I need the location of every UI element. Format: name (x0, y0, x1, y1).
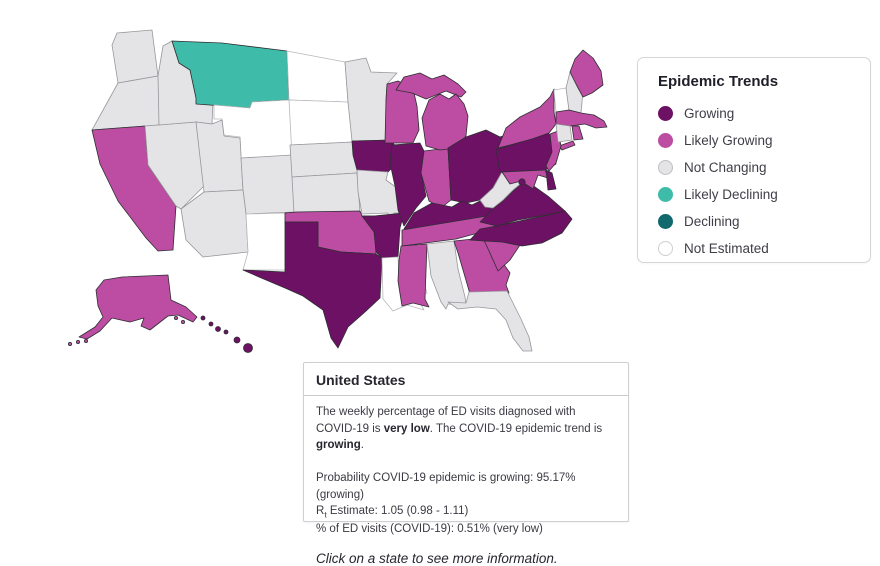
legend-item-likely-declining: Likely Declining (658, 181, 850, 208)
legend-item-growing: Growing (658, 100, 850, 127)
state-new-mexico[interactable] (242, 212, 286, 271)
state-connecticut[interactable] (555, 123, 573, 143)
legend-item-declining: Declining (658, 208, 850, 235)
legend-panel: Epidemic Trends Growing Likely Growing N… (637, 57, 871, 263)
state-new-york[interactable] (558, 140, 576, 151)
state-tennessee[interactable] (401, 213, 500, 247)
state-hawaii[interactable] (200, 315, 206, 321)
legend-label-not-changing: Not Changing (684, 160, 767, 175)
info-panel: United States The weekly percentage of E… (303, 362, 629, 566)
state-hawaii[interactable] (215, 326, 221, 332)
state-kansas[interactable] (291, 172, 361, 215)
state-illinois[interactable] (389, 142, 427, 227)
state-district-of-columbia[interactable] (518, 178, 526, 186)
legend-item-likely-growing: Likely Growing (658, 127, 850, 154)
summary-part: . The COVID-19 epidemic trend is (429, 422, 603, 435)
stat-probability: Probability COVID-19 epidemic is growing… (316, 472, 576, 501)
state-alaska[interactable] (173, 315, 178, 320)
state-florida[interactable] (447, 290, 533, 352)
legend-label-likely-growing: Likely Growing (684, 133, 773, 148)
summary-part: . (360, 439, 364, 452)
stats-text: Probability COVID-19 epidemic is growing… (316, 470, 616, 538)
legend-label-likely-declining: Likely Declining (684, 187, 778, 202)
legend-title: Epidemic Trends (658, 73, 779, 90)
state-alaska[interactable] (78, 274, 198, 340)
info-footer-hint: Click on a state to see more information… (316, 550, 558, 566)
legend-swatch-declining-icon (658, 214, 673, 229)
state-north-dakota[interactable] (286, 50, 349, 103)
state-alaska[interactable] (84, 338, 89, 343)
state-hawaii[interactable] (208, 321, 214, 327)
state-delaware[interactable] (545, 169, 557, 191)
legend-swatch-not-changing-icon (658, 160, 673, 175)
state-colorado[interactable] (240, 154, 297, 215)
state-hawaii[interactable] (233, 336, 241, 344)
legend-swatch-likely-declining-icon (658, 187, 673, 202)
state-alaska[interactable] (68, 341, 73, 346)
state-maine[interactable] (569, 49, 604, 98)
summary-part: The weekly percentage of ED visits diagn… (316, 406, 576, 435)
info-panel-divider (304, 395, 628, 396)
info-panel-title: United States (316, 372, 406, 388)
legend-label-not-estimated: Not Estimated (684, 241, 769, 256)
legend-label-growing: Growing (684, 106, 735, 121)
stat-ed-visits: % of ED visits (COVID-19): 0.51% (very l… (316, 522, 543, 535)
legend-item-not-changing: Not Changing (658, 154, 850, 181)
state-rhode-island[interactable] (571, 125, 584, 141)
state-south-dakota[interactable] (288, 99, 354, 146)
summary-text: The weekly percentage of ED visits diagn… (316, 404, 616, 454)
legend-swatch-likely-growing-icon (658, 133, 673, 148)
state-maryland[interactable] (501, 169, 549, 190)
stat-rt: Rt Estimate: 1.05 (0.98 - 1.11) (316, 505, 469, 520)
legend-swatch-not-estimated-icon (658, 241, 673, 256)
summary-bold-growing: growing (316, 439, 361, 452)
summary-bold-very-low: very low (383, 422, 430, 435)
state-arizona[interactable] (180, 189, 249, 258)
state-nebraska[interactable] (289, 141, 359, 178)
legend-label-declining: Declining (684, 214, 740, 229)
state-indiana[interactable] (420, 147, 452, 209)
state-virginia[interactable] (479, 180, 566, 227)
state-oregon[interactable] (91, 75, 164, 131)
state-washington[interactable] (111, 29, 159, 84)
us-choropleth-map (68, 29, 608, 353)
state-alaska[interactable] (180, 319, 185, 324)
state-alaska[interactable] (76, 339, 81, 344)
state-hawaii[interactable] (243, 343, 253, 353)
legend-swatch-growing-icon (658, 106, 673, 121)
legend-item-not-estimated: Not Estimated (658, 235, 850, 262)
state-mississippi[interactable] (397, 243, 430, 308)
state-hawaii[interactable] (223, 329, 229, 335)
state-michigan[interactable] (395, 72, 467, 100)
state-new-york[interactable] (497, 88, 557, 149)
state-texas[interactable] (242, 221, 383, 349)
